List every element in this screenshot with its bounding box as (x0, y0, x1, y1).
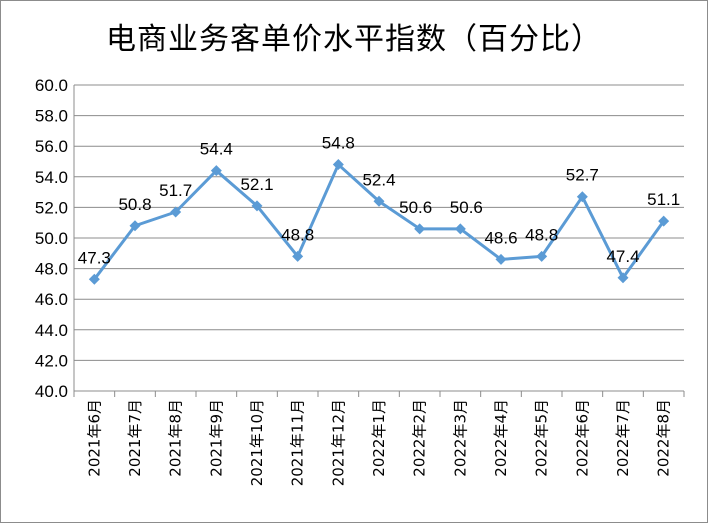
data-label: 48.6 (484, 228, 517, 247)
x-tick-label: 2021年12月 (329, 399, 347, 486)
y-tick-label: 46.0 (35, 290, 68, 309)
data-label: 48.8 (281, 225, 314, 244)
data-point (332, 159, 344, 171)
data-label: 52.7 (566, 166, 599, 185)
data-point (658, 215, 670, 227)
x-tick-label: 2021年7月 (126, 399, 144, 477)
y-tick-label: 60.0 (35, 76, 68, 95)
y-tick-label: 42.0 (35, 351, 68, 370)
data-point (536, 250, 548, 262)
x-tick-label: 2022年3月 (451, 399, 469, 477)
data-point (576, 191, 588, 203)
data-point (414, 223, 426, 235)
y-tick-label: 40.0 (35, 382, 68, 401)
data-point (251, 200, 263, 212)
chart-title: 电商业务客单价水平指数（百分比） (106, 22, 602, 57)
data-label: 47.3 (78, 248, 111, 267)
x-tick-label: 2022年6月 (573, 399, 591, 477)
x-tick-label: 2021年10月 (248, 399, 266, 486)
y-tick-label: 48.0 (35, 260, 68, 279)
x-tick-label: 2021年6月 (85, 399, 103, 477)
y-tick-label: 52.0 (35, 198, 68, 217)
y-tick-label: 50.0 (35, 229, 68, 248)
x-tick-label: 2022年7月 (614, 399, 632, 477)
data-label: 52.1 (240, 175, 273, 194)
data-point (88, 273, 100, 285)
data-label: 51.7 (159, 181, 192, 200)
y-tick-label: 44.0 (35, 321, 68, 340)
x-tick-label: 2021年9月 (207, 399, 225, 477)
y-tick-label: 56.0 (35, 137, 68, 156)
x-tick-label: 2021年11月 (289, 399, 307, 486)
data-label: 51.1 (647, 190, 680, 209)
y-tick-label: 58.0 (35, 107, 68, 126)
y-tick-label: 54.0 (35, 168, 68, 187)
x-tick-label: 2022年2月 (411, 399, 429, 477)
data-label: 50.6 (450, 198, 483, 217)
data-label: 50.8 (118, 195, 151, 214)
data-label: 47.4 (606, 247, 639, 266)
data-point (495, 253, 507, 265)
data-label: 54.8 (322, 134, 355, 153)
x-tick-label: 2022年4月 (492, 399, 510, 477)
data-point (617, 272, 629, 284)
data-point (373, 195, 385, 207)
data-point (129, 220, 141, 232)
data-label: 48.8 (525, 225, 558, 244)
data-label: 52.4 (362, 170, 395, 189)
data-point (292, 250, 304, 262)
x-tick-label: 2022年5月 (533, 399, 551, 477)
x-tick-label: 2021年8月 (167, 399, 185, 477)
x-tick-label: 2022年8月 (655, 399, 673, 477)
data-point (454, 223, 466, 235)
data-point (210, 165, 222, 177)
data-label: 50.6 (399, 198, 432, 217)
data-point (170, 206, 182, 218)
data-label: 54.4 (200, 140, 233, 159)
x-tick-label: 2022年1月 (370, 399, 388, 477)
